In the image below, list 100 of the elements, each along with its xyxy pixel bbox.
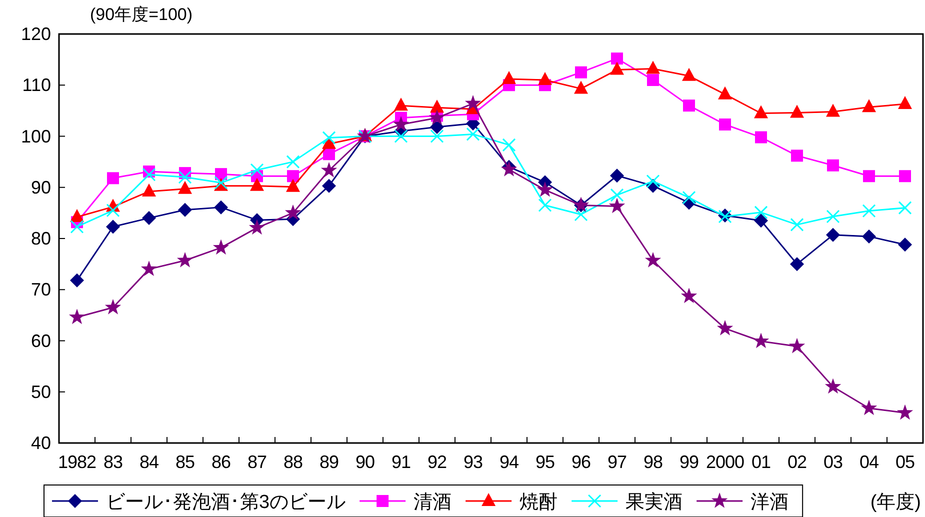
point: [646, 174, 660, 188]
point: [106, 204, 120, 218]
y-axis-title: (90年度=100): [90, 5, 193, 24]
point: [322, 131, 336, 145]
point: [178, 180, 192, 194]
point: [610, 168, 624, 183]
point: [286, 178, 300, 192]
point: [716, 320, 734, 336]
point: [142, 183, 156, 196]
point: [178, 202, 192, 217]
x-tick-label: 98: [643, 452, 663, 472]
point: [70, 220, 84, 234]
y-tick-label: 60: [30, 330, 51, 351]
point: [790, 104, 804, 118]
point: [826, 210, 840, 224]
point: [70, 273, 84, 288]
point: [827, 159, 839, 172]
x-tick-label: 02: [787, 452, 807, 472]
point: [718, 86, 732, 100]
point: [430, 120, 444, 134]
y-tick-label: 50: [30, 382, 51, 402]
point: [898, 96, 912, 110]
point: [683, 100, 695, 112]
point: [826, 104, 840, 117]
x-tick-label: 97: [607, 452, 627, 472]
point: [536, 181, 554, 197]
point: [176, 252, 194, 268]
x-tick-label: 01: [751, 452, 771, 472]
point: [680, 288, 698, 304]
point: [647, 74, 659, 86]
x-tick-label: 94: [499, 452, 519, 472]
point: [538, 72, 552, 86]
point: [214, 200, 228, 214]
x-tick-label: 88: [283, 452, 303, 472]
point: [898, 201, 912, 215]
point: [862, 99, 876, 112]
point: [430, 100, 444, 113]
point: [250, 163, 264, 177]
point: [212, 239, 230, 255]
point: [428, 109, 446, 125]
point: [899, 170, 911, 182]
point: [104, 299, 122, 314]
point: [107, 172, 119, 184]
y-tick-label: 70: [30, 280, 51, 300]
point: [610, 62, 624, 75]
point: [70, 209, 84, 222]
point: [755, 131, 767, 144]
point: [286, 155, 300, 169]
y-tick-label: 100: [20, 126, 51, 146]
x-tick-label: 83: [103, 452, 123, 472]
point: [287, 170, 299, 182]
point: [682, 190, 696, 204]
y-tick-label: 90: [30, 177, 51, 198]
point: [430, 130, 444, 143]
point: [68, 308, 86, 324]
point: [862, 229, 876, 244]
point: [574, 80, 588, 94]
point: [466, 127, 480, 141]
x-tick-label: 90: [355, 452, 375, 472]
point: [791, 150, 803, 162]
point: [790, 257, 804, 272]
point: [142, 168, 156, 182]
point: [754, 105, 768, 118]
point: [754, 214, 768, 228]
point: [574, 208, 588, 222]
point: [752, 332, 770, 348]
legend-label: 洋酒: [750, 492, 789, 513]
point: [790, 218, 804, 232]
y-tick-label: 80: [30, 228, 51, 248]
point: [754, 206, 768, 220]
point: [464, 95, 482, 110]
x-tick-label: 84: [139, 452, 159, 472]
point: [248, 219, 266, 235]
point: [178, 170, 192, 184]
x-tick-label: 96: [571, 452, 591, 472]
point: [788, 338, 806, 354]
point: [502, 138, 516, 152]
point: [611, 52, 623, 65]
legend-label: 清酒: [414, 492, 452, 513]
x-tick-label: 03: [823, 452, 843, 472]
point: [862, 204, 876, 218]
point: [320, 162, 338, 178]
point: [682, 68, 696, 81]
point: [140, 260, 158, 276]
point: [896, 404, 914, 420]
x-tick-label: 91: [391, 452, 411, 472]
y-tick-label: 120: [20, 24, 51, 44]
point: [322, 178, 336, 193]
point: [394, 98, 408, 111]
point: [863, 170, 875, 182]
legend-label: 焼酎: [520, 492, 558, 513]
y-tick-label: 40: [30, 433, 51, 453]
point: [826, 228, 840, 242]
x-axis-title: (年度): [870, 491, 921, 513]
point: [142, 211, 156, 226]
x-tick-label: 87: [247, 452, 267, 472]
point: [250, 178, 264, 191]
point: [860, 400, 878, 416]
point: [608, 198, 626, 214]
point: [502, 70, 516, 84]
